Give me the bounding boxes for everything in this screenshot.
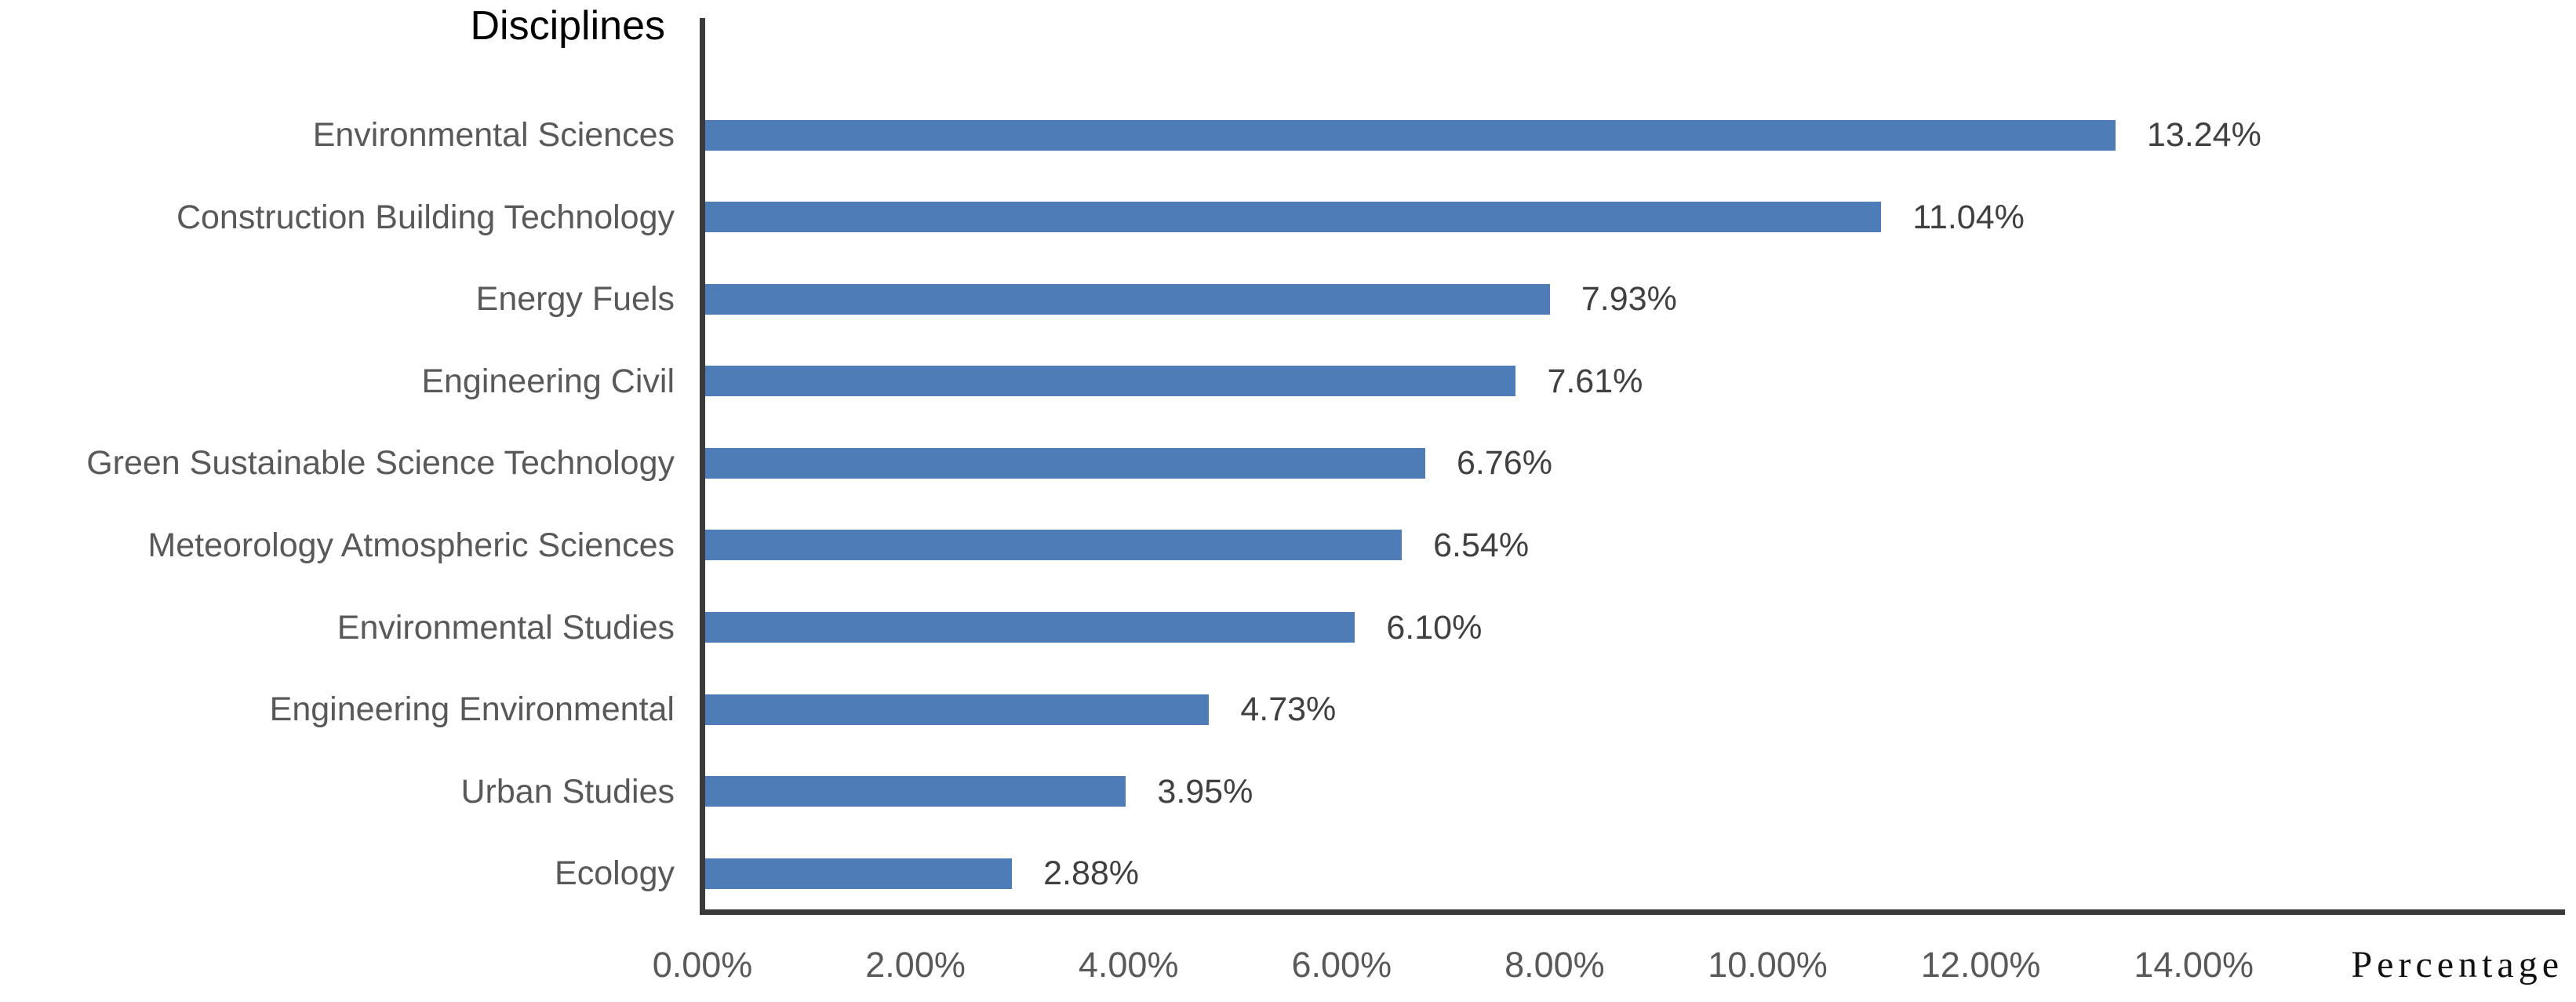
bar: [705, 202, 1882, 233]
x-tick-label: 6.00%: [1291, 945, 1392, 985]
category-label: Engineering Environmental: [269, 690, 675, 729]
category-label: Meteorology Atmospheric Sciences: [147, 526, 675, 564]
x-tick-label: 2.00%: [865, 945, 966, 985]
value-label: 6.54%: [1433, 526, 1530, 564]
category-label: Ecology: [555, 854, 675, 893]
x-tick-label: 0.00%: [652, 945, 753, 985]
value-label: 3.95%: [1157, 772, 1253, 811]
x-tick-label: 4.00%: [1078, 945, 1179, 985]
bar: [705, 776, 1126, 807]
value-label: 6.76%: [1457, 444, 1552, 483]
bar: [705, 283, 1550, 315]
category-label: Environmental Sciences: [312, 116, 675, 154]
bar: [705, 119, 2116, 151]
value-label: 2.88%: [1043, 854, 1140, 893]
category-label: Energy Fuels: [475, 280, 675, 319]
category-label: Construction Building Technology: [176, 198, 675, 236]
y-axis-line: [700, 18, 705, 915]
bar: [705, 530, 1403, 561]
bar: [705, 366, 1516, 397]
value-label: 7.61%: [1547, 362, 1643, 400]
value-label: 13.24%: [2146, 116, 2261, 154]
x-axis-title: Percentage: [2351, 944, 2563, 986]
value-label: 4.73%: [1240, 690, 1337, 729]
category-label: Engineering Civil: [421, 362, 675, 400]
x-tick-label: 12.00%: [1920, 945, 2041, 985]
x-tick-label: 14.00%: [2134, 945, 2254, 985]
category-label: Green Sustainable Science Technology: [86, 444, 675, 483]
value-label: 6.10%: [1386, 608, 1483, 647]
x-tick-label: 8.00%: [1504, 945, 1605, 985]
x-tick-label: 10.00%: [1708, 945, 1828, 985]
value-label: 11.04%: [1912, 198, 2025, 236]
bar: [705, 447, 1425, 479]
value-label: 7.93%: [1581, 280, 1677, 319]
bar: [705, 858, 1013, 889]
category-label: Environmental Studies: [337, 608, 675, 647]
category-label: Urban Studies: [460, 772, 675, 811]
bar: [705, 694, 1210, 725]
x-axis-line: [700, 909, 2565, 915]
chart-title: Disciplines: [470, 3, 665, 49]
bar: [705, 612, 1355, 643]
